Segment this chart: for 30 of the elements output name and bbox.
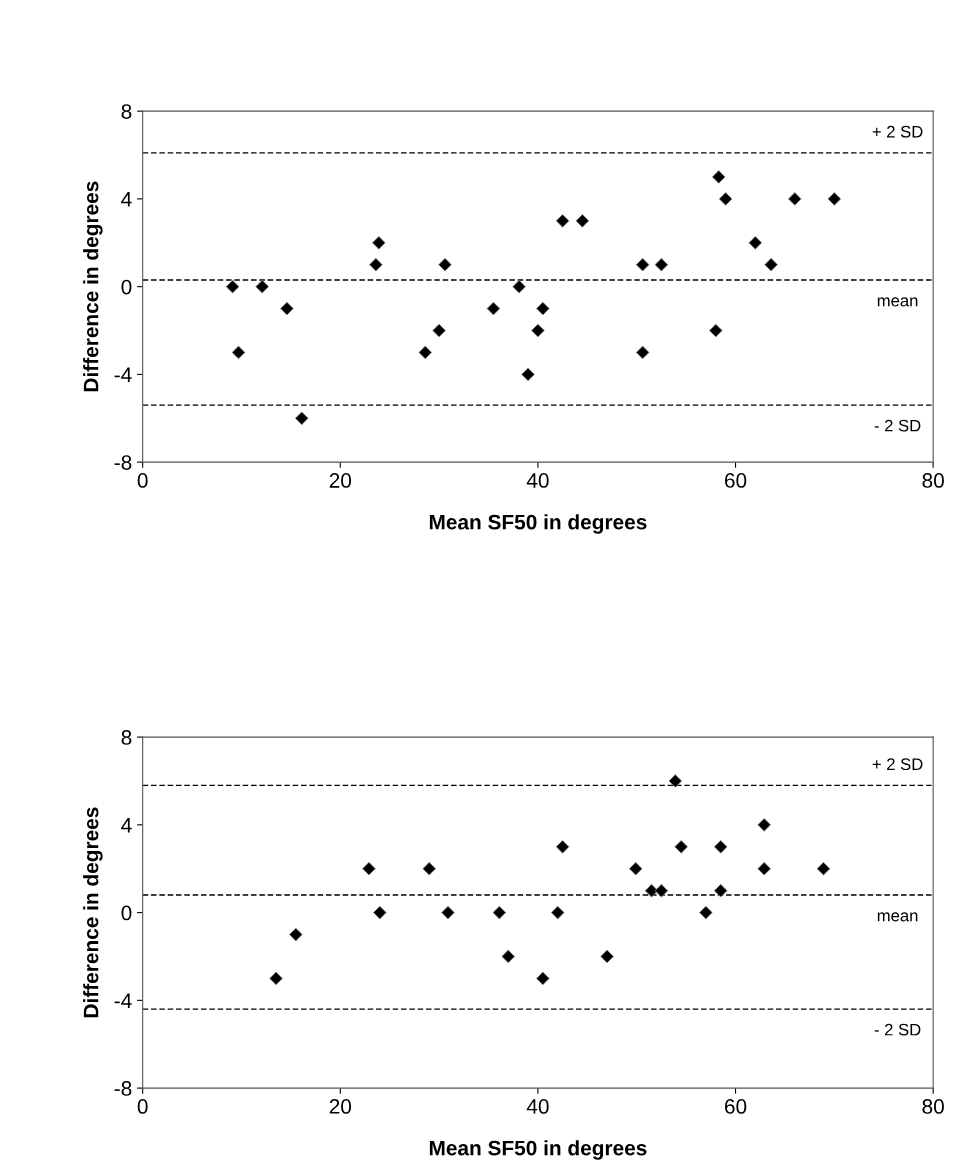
y-tick-label: 8: [121, 104, 132, 119]
ref-line-label: + 2 SD: [872, 758, 923, 771]
x-tick-label: 40: [526, 473, 549, 488]
x-axis-title: Mean SF50 in degrees: [429, 1140, 647, 1160]
y-tick-label: 8: [121, 730, 132, 745]
ref-line-label: mean: [877, 297, 918, 307]
y-tick-label: 4: [121, 192, 132, 207]
y-tick-label: -8: [114, 455, 132, 470]
ref-line-label: mean: [877, 912, 918, 922]
x-tick-label: 0: [137, 473, 148, 488]
x-tick-label: 80: [922, 1099, 944, 1114]
y-tick-label: -8: [114, 1081, 132, 1096]
x-tick-label: 20: [329, 1099, 352, 1114]
y-axis-title: Difference in degrees: [83, 181, 103, 392]
y-tick-label: 4: [121, 818, 132, 833]
x-tick-label: 60: [725, 1099, 747, 1114]
y-tick-label: 0: [121, 279, 132, 295]
x-tick-label: 40: [526, 1099, 549, 1114]
x-tick-label: 20: [329, 473, 352, 488]
x-tick-label: 0: [137, 1099, 148, 1114]
ref-line-label: + 2 SD: [872, 125, 923, 138]
y-axis-title: Difference in degrees: [83, 807, 103, 1018]
x-tick-label: 60: [725, 473, 747, 488]
ref-line-label: - 2 SD: [874, 419, 921, 432]
y-tick-label: -4: [114, 367, 132, 382]
ref-line-label: - 2 SD: [874, 1023, 921, 1036]
y-tick-label: -4: [114, 993, 132, 1008]
x-tick-label: 80: [922, 473, 944, 488]
y-tick-label: 0: [121, 905, 132, 921]
x-axis-title: Mean SF50 in degrees: [429, 514, 647, 534]
